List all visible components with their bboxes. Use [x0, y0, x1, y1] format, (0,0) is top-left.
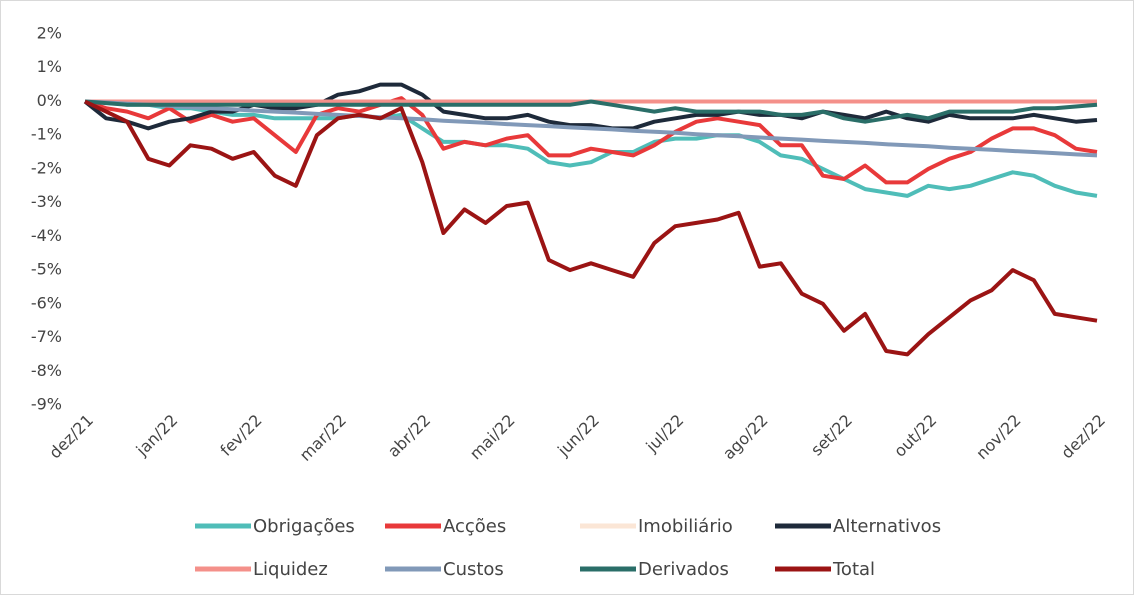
series-line — [84, 99, 1098, 158]
y-tick-label: -5% — [31, 260, 62, 279]
legend-label: Alternativos — [833, 516, 941, 537]
legend-label: Imobiliário — [638, 516, 733, 537]
y-tick-label: -1% — [31, 125, 62, 144]
y-tick-label: -7% — [31, 327, 62, 346]
legend-label: Custos — [443, 559, 504, 580]
y-tick-label: 0% — [37, 91, 62, 110]
legend-label: Total — [832, 559, 875, 580]
y-tick-label: -9% — [31, 395, 62, 414]
legend-label: Derivados — [638, 559, 729, 580]
y-tick-label: 2% — [37, 24, 62, 43]
series-line — [84, 96, 1098, 185]
y-tick-label: -2% — [31, 158, 62, 177]
y-tick-label: -4% — [31, 226, 62, 245]
series-line — [85, 99, 1098, 198]
y-tick-label: -3% — [31, 192, 62, 211]
y-tick-label: -8% — [31, 361, 62, 380]
legend-label: Obrigações — [253, 516, 355, 537]
y-tick-label: -6% — [31, 293, 62, 312]
y-tick-label: 1% — [37, 57, 62, 76]
legend-label: Acções — [443, 516, 506, 537]
legend-label: Liquidez — [253, 559, 328, 580]
series-line — [84, 99, 1098, 124]
series-line — [84, 99, 1098, 357]
